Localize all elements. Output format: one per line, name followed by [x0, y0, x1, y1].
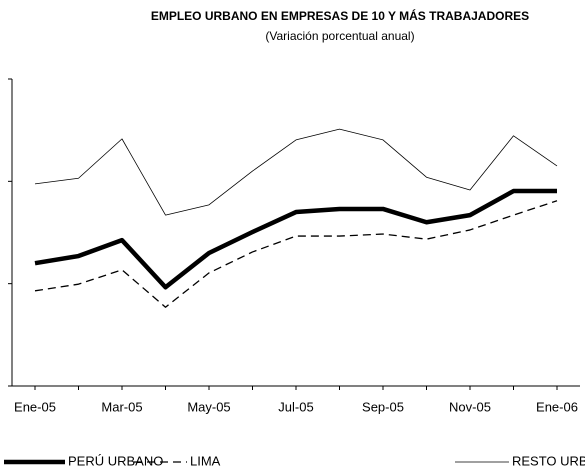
chart-title: EMPLEO URBANO EN EMPRESAS DE 10 Y MÁS TR… [151, 8, 529, 23]
x-tick-label: Nov-05 [449, 399, 491, 414]
legend-label: PERÚ URBANO [68, 453, 163, 468]
series-line [34, 200, 558, 308]
x-tick-label: May-05 [187, 399, 230, 414]
x-tick-label: Jul-05 [278, 399, 313, 414]
x-tick-label: Ene-06 [536, 399, 578, 414]
x-tick-label: Ene-05 [14, 399, 56, 414]
x-tick-label: Sep-05 [362, 399, 404, 414]
legend-label: RESTO URBANO [512, 453, 585, 468]
series-line [34, 128, 558, 216]
chart-subtitle: (Variación porcentual anual) [265, 29, 414, 43]
x-tick-label: Mar-05 [101, 399, 142, 414]
series-line [34, 188, 557, 290]
legend-label: LIMA [190, 453, 221, 468]
